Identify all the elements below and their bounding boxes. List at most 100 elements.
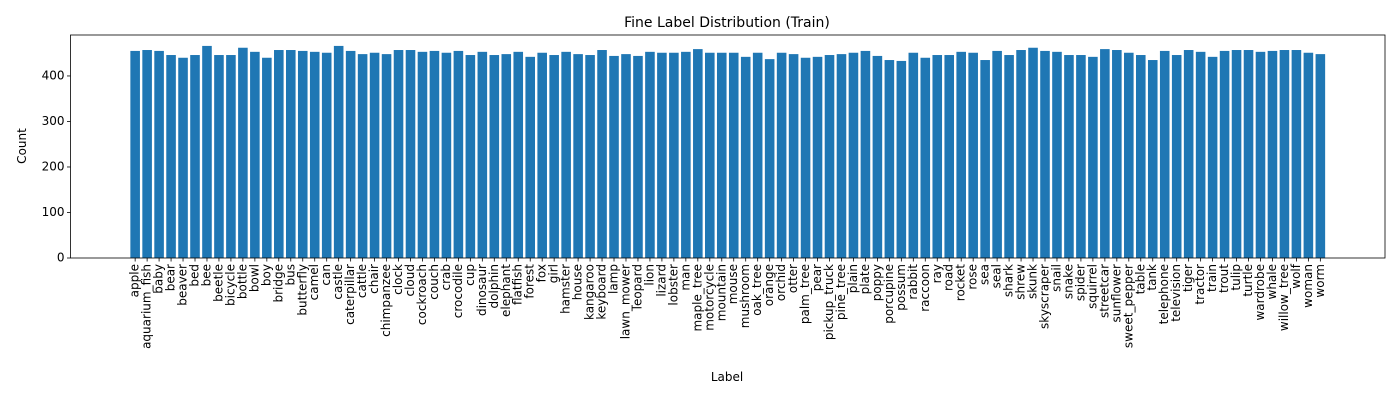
x-tick-label: beaver <box>176 264 190 306</box>
x-tick-label: tulip <box>1229 264 1243 291</box>
x-tick-label: train <box>1205 264 1219 292</box>
bar <box>429 50 440 258</box>
x-tick-label: bowl <box>247 264 261 292</box>
bar <box>812 56 823 259</box>
bar <box>681 51 691 258</box>
bar <box>549 55 559 258</box>
x-tick-label: camel <box>307 264 321 300</box>
x-tick-label: wardrobe <box>1253 264 1267 321</box>
bar <box>513 51 524 258</box>
x-tick-label: bicycle <box>223 264 237 306</box>
bar <box>728 52 739 258</box>
bar <box>573 54 583 258</box>
bar <box>1100 49 1110 259</box>
bar <box>1183 50 1194 258</box>
bar <box>716 52 727 258</box>
bar <box>705 52 715 258</box>
bar <box>297 50 308 258</box>
bar <box>1159 50 1170 258</box>
bar <box>226 55 236 258</box>
bar <box>1231 50 1242 258</box>
x-tick-label: palm_tree <box>798 264 812 324</box>
y-tick-label: 100 <box>42 205 65 219</box>
x-tick-label: plate <box>858 264 872 294</box>
x-tick-label: mouse <box>726 264 740 304</box>
bar <box>1195 51 1206 258</box>
x-tick-label: kangaroo <box>583 264 597 320</box>
x-tick-label: mountain <box>714 264 728 321</box>
x-tick-label: turtle <box>1241 264 1255 297</box>
x-tick-label: hamster <box>559 264 573 314</box>
bar <box>968 52 978 258</box>
x-tick-label: rocket <box>954 264 968 302</box>
bar <box>800 57 811 259</box>
x-tick-label: skyscraper <box>1038 264 1052 329</box>
bar <box>1171 55 1182 258</box>
bar <box>836 54 847 258</box>
x-tick-label: wolf <box>1289 263 1303 288</box>
x-tick-label: otter <box>786 264 800 293</box>
bar <box>238 47 248 258</box>
bar <box>1028 47 1038 258</box>
x-tick-label: pickup_truck <box>822 264 836 340</box>
x-tick-label: lamp <box>607 264 621 294</box>
y-tick-label: 200 <box>42 159 65 173</box>
y-tick-label: 0 <box>57 251 65 265</box>
x-tick-label: pear <box>810 264 824 291</box>
bar <box>561 51 571 258</box>
bar <box>1207 56 1218 259</box>
bar <box>1016 50 1026 258</box>
bar <box>190 55 200 258</box>
x-tick-label: clock <box>391 264 405 295</box>
bar <box>405 50 416 258</box>
bar <box>1052 51 1062 258</box>
bar <box>166 55 176 258</box>
x-tick-label: beetle <box>211 264 225 302</box>
bar <box>1004 55 1014 258</box>
bar <box>202 45 212 258</box>
y-tick-label: 400 <box>42 68 65 82</box>
x-tick-label: lawn_mower <box>618 264 632 339</box>
bar <box>1291 50 1302 258</box>
bar <box>740 56 751 259</box>
x-tick-label: spider <box>1073 264 1087 301</box>
x-tick-label: tractor <box>1193 264 1207 305</box>
bar <box>1088 56 1098 259</box>
bar <box>633 55 643 258</box>
x-tick-label: woman <box>1301 264 1315 308</box>
y-tick-label: 300 <box>42 114 65 128</box>
x-tick-label: crab <box>439 264 453 291</box>
x-tick-label: road <box>942 264 956 291</box>
x-tick-label: bridge <box>271 264 285 303</box>
bar <box>860 50 871 258</box>
x-tick-label: bottle <box>235 264 249 299</box>
bar <box>1303 52 1314 258</box>
x-tick-label: willow_tree <box>1277 264 1291 331</box>
x-tick-label: lobster <box>666 264 680 306</box>
bar <box>1147 60 1158 259</box>
bar <box>465 55 476 258</box>
y-axis-label: Count <box>15 128 29 164</box>
bar <box>884 60 895 259</box>
x-tick-label: porcupine <box>882 264 896 324</box>
x-tick-label: shrew <box>1014 264 1028 300</box>
bar <box>944 55 955 258</box>
x-tick-label: orchid <box>774 264 788 301</box>
x-tick-label: elephant <box>499 264 513 317</box>
bar <box>333 45 344 258</box>
x-tick-label: streetcar <box>1097 264 1111 318</box>
bar <box>525 56 536 259</box>
x-tick-label: cockroach <box>415 264 429 325</box>
bar <box>321 52 332 258</box>
x-tick-label: seal <box>990 264 1004 288</box>
chart-title: Fine Label Distribution (Train) <box>624 15 830 31</box>
bar <box>1279 50 1290 258</box>
x-tick-label: cloud <box>403 264 417 297</box>
bar <box>489 55 500 258</box>
bar <box>369 52 380 258</box>
x-tick-label: boy <box>259 264 273 286</box>
bar <box>537 52 547 258</box>
bar <box>609 55 619 258</box>
x-tick-label: tiger <box>1181 264 1195 292</box>
bar <box>477 51 488 258</box>
